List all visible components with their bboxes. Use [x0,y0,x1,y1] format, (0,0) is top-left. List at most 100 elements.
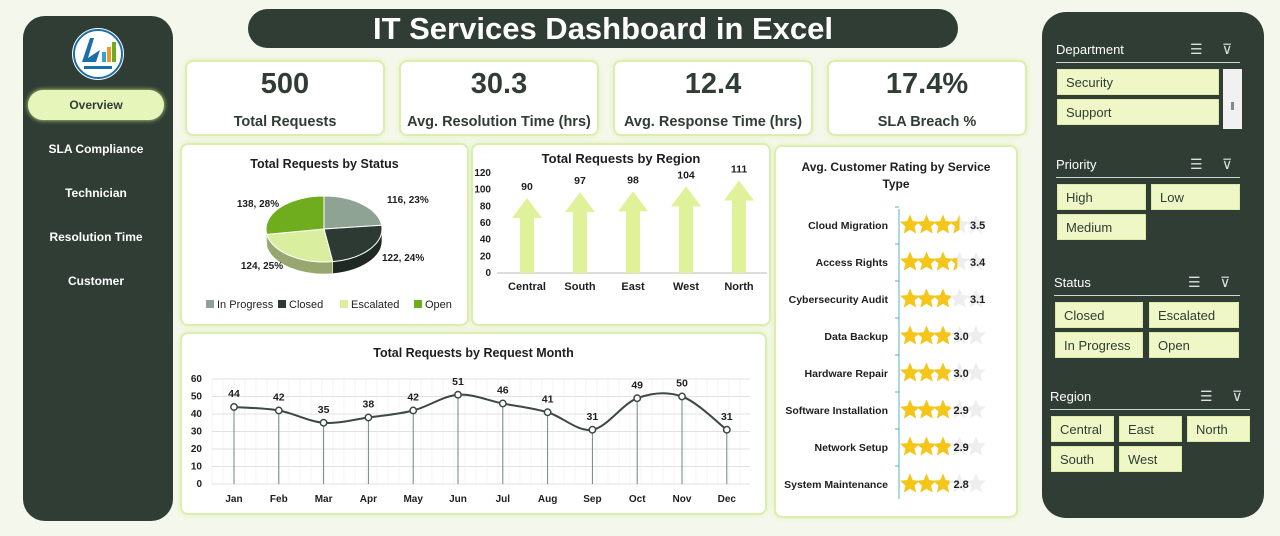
legend-label: Escalated [351,299,399,311]
nav-resolution-time[interactable]: Resolution Time [49,230,143,244]
x-tick-label: Jan [225,494,242,505]
y-tick-label: 0 [196,479,202,490]
slicer-status-closed[interactable]: Closed [1055,302,1143,328]
data-point [543,408,552,417]
point-data-label: 44 [228,388,240,400]
star-filled [916,436,937,456]
pie-slice [266,228,334,263]
star-filled [916,325,937,345]
y-tick-label: 60 [191,374,203,385]
star-empty [966,399,986,419]
point-data-label: 35 [318,404,330,416]
rating-data-label: 3.5 [970,220,985,232]
rating-data-label: 3.0 [954,368,969,380]
star-filled [933,436,952,456]
multi-select-icon[interactable]: ☰ [1188,274,1201,290]
data-point [364,413,373,422]
x-tick-label: Feb [270,494,288,505]
data-point [274,406,283,415]
x-tick-label: Nov [673,494,692,505]
y-tick-label: 120 [474,168,491,179]
category-label: Data Backup [824,331,888,343]
bar-data-label: 111 [731,164,748,176]
x-tick-label: Oct [629,494,646,505]
slicer-status-in-progress[interactable]: In Progress [1055,332,1143,358]
nav-overview[interactable]: Overview [28,90,164,120]
nav-technician[interactable]: Technician [65,186,127,200]
kpi-value: 12.4 [684,68,742,100]
pie-chart: 116, 23% 122, 24% 124, 25% 138, 28% In Progr… [206,195,452,311]
slicer-priority-medium[interactable]: Medium [1057,214,1146,240]
logo-icon [73,29,123,79]
y-tick-label: 20 [191,444,203,455]
slicer-region-west[interactable]: West [1119,446,1182,472]
rating-star-chart: Cloud Migration 3.5 Access Rights 3.4 Cybers… [784,206,986,499]
slicer-status-escalated[interactable]: Escalated [1149,302,1239,328]
y-tick-label: 0 [485,268,491,279]
kpi-total-requests: 500 Total Requests [185,60,385,136]
slicer-region-east[interactable]: East [1119,416,1182,442]
nav-customer[interactable]: Customer [67,274,124,288]
clear-filter-icon[interactable]: ⊽ [1222,156,1233,172]
star-empty [966,325,986,345]
star-empty [949,325,970,345]
slicer-divider [1050,409,1250,410]
star-filled [933,214,953,234]
x-tick-label: Dec [718,494,737,505]
slicer-scrollbar[interactable] [1223,69,1242,129]
x-tick-label: May [403,494,423,505]
slicer-region-central[interactable]: Central [1051,416,1114,442]
y-tick-label: 50 [191,392,203,403]
slicer-department-security[interactable]: Security [1057,69,1219,95]
clear-filter-icon[interactable]: ⊽ [1232,388,1243,404]
region-bar [671,186,701,273]
company-logo [72,28,124,80]
star-empty [966,288,986,308]
chart-requests-by-month: Total Requests by Request Month 0 10 20 30 4… [180,332,767,515]
rating-data-label: 2.8 [954,479,969,491]
y-tick-label: 40 [480,235,492,246]
x-tick-label: Jul [496,494,511,505]
slicer-priority-high[interactable]: High [1057,184,1146,210]
bar-data-label: 98 [627,174,639,186]
x-tick-label: West [673,281,699,293]
category-label: Cloud Migration [808,220,888,232]
scrollbar-thumb[interactable] [1231,102,1234,110]
data-point [678,392,686,401]
star-empty [966,251,986,271]
chart-title: Total Requests by Status [250,157,399,171]
slicer-region-north[interactable]: North [1187,416,1250,442]
kpi-value: 30.3 [470,68,528,100]
y-tick-label: 30 [191,427,203,438]
slicer-status-open[interactable]: Open [1149,332,1239,358]
slicer-department-support[interactable]: Support [1057,99,1219,125]
point-data-label: 41 [542,393,554,405]
category-label: System Maintenance [784,479,888,491]
star-filled [933,288,953,308]
slicer-divider [1056,62,1240,63]
point-data-label: 38 [363,399,375,411]
star-filled [900,473,920,493]
x-tick-label: Mar [315,494,333,505]
multi-select-icon[interactable]: ☰ [1200,388,1213,404]
slicer-priority-low[interactable]: Low [1151,184,1240,210]
legend-label: Closed [289,299,323,311]
rating-data-label: 3.1 [970,294,985,306]
star-filled [933,362,953,382]
slicer-priority-label: Priority [1056,157,1097,172]
legend-label: In Progress [217,299,274,311]
clear-filter-icon[interactable]: ⊽ [1220,274,1231,290]
multi-select-icon[interactable]: ☰ [1190,41,1203,57]
star-filled [949,256,958,271]
nav-sla-compliance[interactable]: SLA Compliance [48,142,144,156]
region-bar [724,180,754,273]
multi-select-icon[interactable]: ☰ [1190,156,1203,172]
pie-data-label: 122, 24% [382,253,424,264]
kpi-label: Avg. Response Time (hrs) [623,114,803,130]
kpi-avg-resolution-time: 30.3 Avg. Resolution Time (hrs) [399,60,599,136]
star-filled [916,362,937,382]
slicer-region-south[interactable]: South [1051,446,1114,472]
clear-filter-icon[interactable]: ⊽ [1222,41,1233,57]
kpi-label: Total Requests [233,114,337,130]
region-bar [512,198,542,273]
